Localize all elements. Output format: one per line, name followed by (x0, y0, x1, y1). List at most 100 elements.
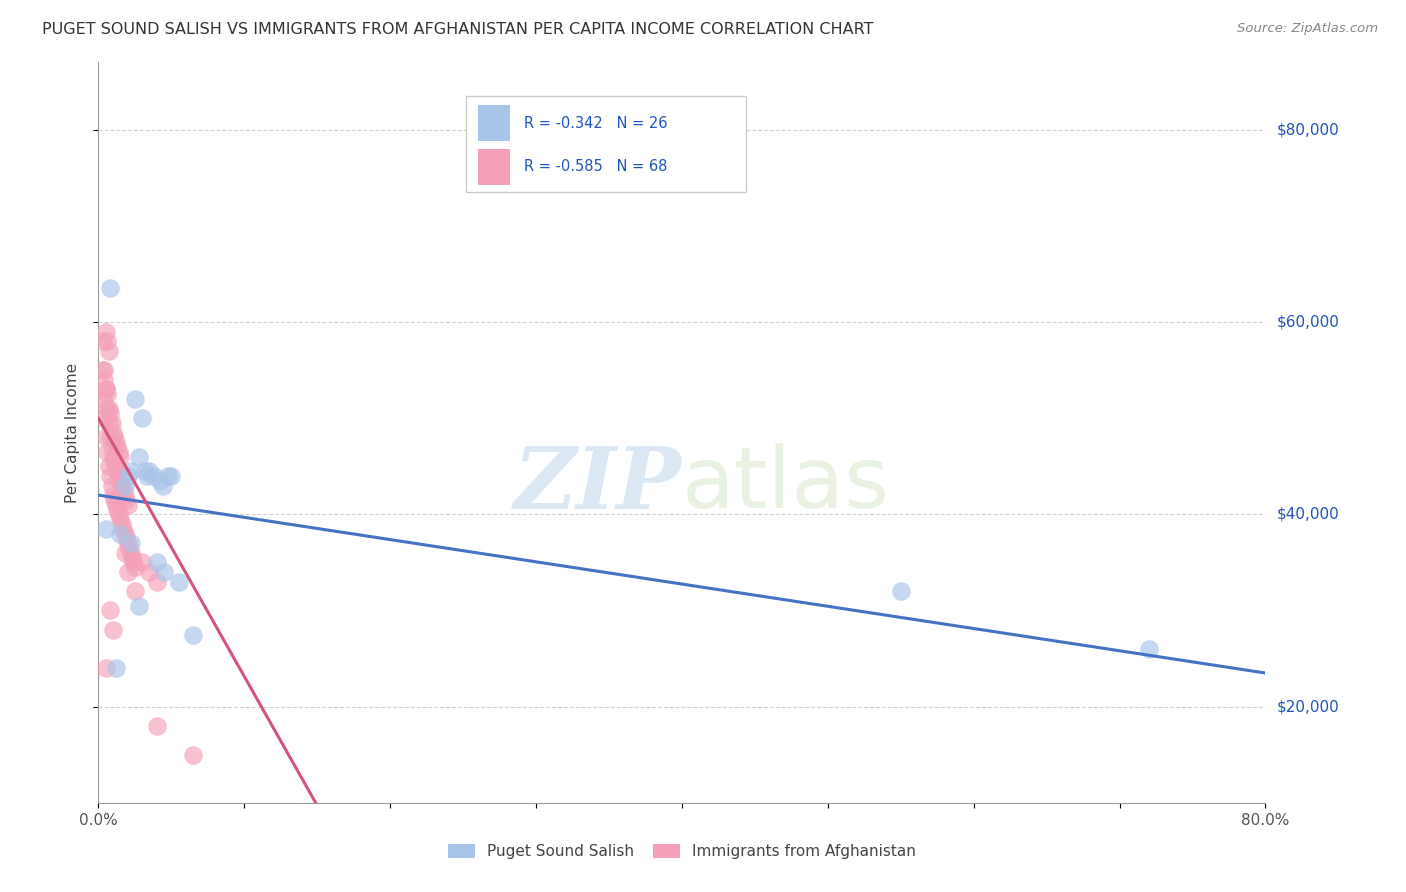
Point (94, 382, 117, 396)
Point (146, 556, 169, 570)
Point (146, 719, 169, 733)
Point (124, 392, 146, 406)
Point (96, 445, 118, 459)
Point (98, 430, 121, 444)
Point (108, 508, 131, 522)
Point (105, 464, 128, 478)
Text: $20,000: $20,000 (1277, 699, 1340, 714)
Point (115, 492, 138, 507)
Point (91, 392, 114, 406)
Point (101, 623, 124, 637)
Text: $80,000: $80,000 (1277, 122, 1340, 137)
Point (91, 363, 114, 377)
Text: $60,000: $60,000 (1277, 315, 1340, 329)
Point (114, 478, 136, 492)
Point (98, 603, 121, 617)
Point (110, 526, 132, 541)
Point (104, 459, 127, 474)
Point (128, 450, 150, 464)
Point (93, 373, 115, 387)
Point (167, 574, 190, 589)
Text: ZIP: ZIP (515, 442, 682, 526)
Point (98, 281, 121, 295)
Point (117, 536, 139, 550)
Point (93, 411, 115, 425)
Point (138, 464, 160, 478)
Point (118, 541, 141, 555)
Point (104, 435, 127, 450)
Point (128, 599, 150, 613)
Point (94, 661, 117, 675)
Point (97, 459, 120, 474)
Point (131, 556, 153, 570)
Point (152, 478, 174, 492)
Point (97, 401, 120, 416)
Text: R = -0.585   N = 68: R = -0.585 N = 68 (524, 160, 668, 174)
Point (101, 450, 124, 464)
Point (103, 454, 125, 468)
Text: R = -0.342   N = 26: R = -0.342 N = 26 (524, 116, 668, 130)
FancyBboxPatch shape (478, 149, 510, 185)
Point (100, 478, 122, 492)
Point (890, 584, 912, 599)
Point (149, 474, 172, 488)
Point (96, 387, 118, 401)
Text: Source: ZipAtlas.com: Source: ZipAtlas.com (1237, 22, 1378, 36)
Point (142, 469, 165, 483)
Point (101, 425, 124, 440)
Point (98, 406, 121, 420)
Point (97, 343, 120, 358)
Point (181, 627, 204, 641)
Point (138, 565, 160, 579)
Point (110, 512, 132, 526)
Point (160, 469, 183, 483)
Point (181, 747, 204, 762)
FancyBboxPatch shape (465, 95, 747, 192)
Point (98, 469, 121, 483)
Point (103, 430, 125, 444)
Point (111, 478, 134, 492)
Point (124, 560, 146, 574)
Point (115, 532, 138, 546)
Point (117, 498, 139, 512)
Point (135, 469, 157, 483)
Point (96, 401, 118, 416)
Point (114, 488, 136, 502)
Point (112, 522, 135, 536)
Point (100, 440, 122, 454)
Point (110, 450, 132, 464)
Point (112, 483, 135, 498)
Point (124, 584, 146, 599)
Point (121, 550, 143, 565)
Point (157, 469, 180, 483)
Point (100, 416, 122, 430)
Point (117, 565, 139, 579)
Point (91, 334, 114, 349)
Legend: Puget Sound Salish, Immigrants from Afghanistan: Puget Sound Salish, Immigrants from Afgh… (441, 838, 922, 865)
Point (104, 498, 127, 512)
Point (134, 464, 156, 478)
Point (110, 474, 132, 488)
Point (94, 325, 117, 339)
Point (94, 430, 117, 444)
Point (131, 411, 153, 425)
Point (114, 546, 136, 560)
Point (93, 363, 115, 377)
Point (104, 661, 127, 675)
FancyBboxPatch shape (478, 105, 510, 141)
Point (120, 464, 142, 478)
Point (111, 516, 134, 531)
Point (105, 440, 128, 454)
Point (1137, 642, 1160, 657)
Point (94, 522, 117, 536)
Y-axis label: Per Capita Income: Per Capita Income (65, 362, 80, 503)
Point (120, 546, 142, 560)
Point (114, 526, 136, 541)
Point (108, 469, 131, 483)
Point (146, 574, 169, 589)
Point (108, 445, 131, 459)
Point (97, 416, 120, 430)
Point (122, 556, 145, 570)
Point (153, 565, 176, 579)
Point (120, 536, 142, 550)
